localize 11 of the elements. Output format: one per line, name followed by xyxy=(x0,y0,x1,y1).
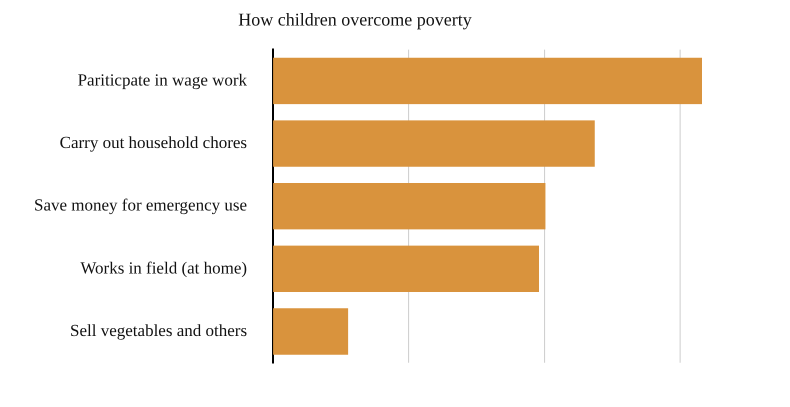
bar xyxy=(273,120,595,167)
y-tick-label: Sell vegetables and others xyxy=(70,320,248,340)
bar xyxy=(273,182,546,230)
bar xyxy=(273,246,539,292)
bar xyxy=(273,58,702,104)
chart-title: How children overcome poverty xyxy=(238,10,472,30)
y-tick-label: Carry out household chores xyxy=(60,133,248,152)
bar xyxy=(273,308,348,355)
y-tick-label: Save money for emergency use xyxy=(34,196,248,215)
y-tick-label: Works in field (at home) xyxy=(80,258,248,278)
y-tick-label: Pariticpate in wage work xyxy=(78,70,248,90)
